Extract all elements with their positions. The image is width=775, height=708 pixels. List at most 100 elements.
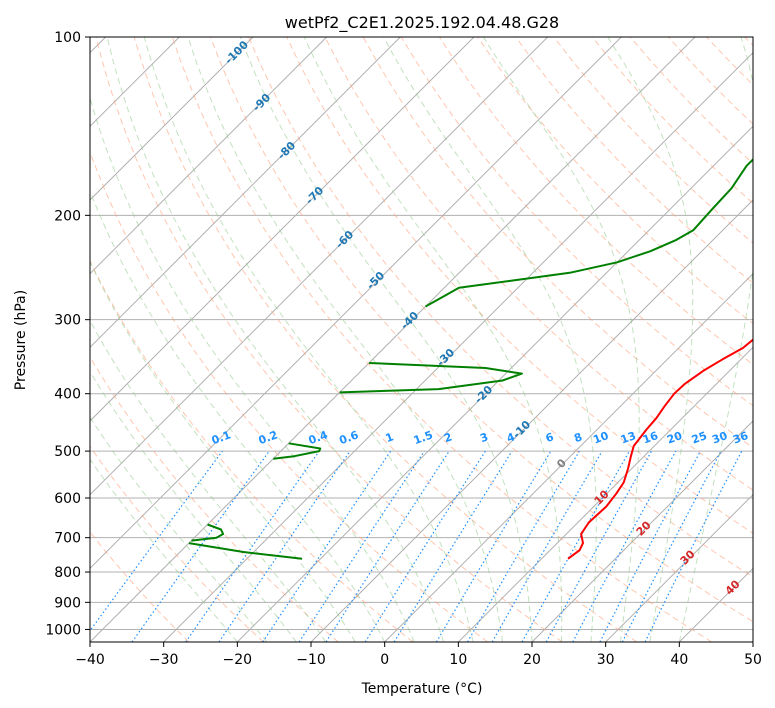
isotherm-line — [90, 37, 549, 496]
x-tick-label: −10 — [296, 652, 326, 668]
y-tick-label: 200 — [54, 208, 81, 224]
mixing-ratio-label: 10 — [591, 429, 610, 447]
x-tick-label: 0 — [380, 652, 389, 668]
y-tick-label: 500 — [54, 444, 81, 460]
mixing-ratio-label: 36 — [731, 429, 750, 447]
y-tick-label: 700 — [54, 531, 81, 547]
dry-adiabat — [90, 259, 414, 642]
isotherm-line — [90, 37, 401, 349]
x-tick-label: −40 — [75, 652, 105, 668]
dry-adiabat — [90, 356, 339, 642]
y-tick-label: 300 — [54, 313, 81, 329]
mixing-ratio-line — [325, 450, 450, 642]
y-tick-label: 100 — [54, 30, 81, 46]
mixing-ratio-label: 13 — [619, 429, 638, 446]
mixing-ratio-line — [298, 450, 425, 642]
moist-adiabat — [90, 189, 386, 642]
dry-adiabat — [133, 37, 638, 642]
mixing-ratio-label: 20 — [665, 429, 684, 447]
mixing-ratio-label: 16 — [641, 429, 660, 447]
mixing-ratio-label: 2 — [442, 430, 454, 445]
y-tick-label: 800 — [54, 565, 81, 581]
moist-adiabat — [90, 260, 356, 642]
x-tick-label: 20 — [523, 652, 541, 668]
moist-adiabat — [303, 37, 563, 642]
moist-adiabat — [106, 37, 445, 642]
dry-adiabat — [515, 37, 753, 284]
dry-adiabat — [210, 37, 753, 623]
isotherm-line — [90, 37, 475, 422]
mixing-ratio-line — [644, 450, 743, 642]
moist-adiabat — [90, 458, 238, 642]
mixing-ratio-label: 0.6 — [338, 428, 361, 447]
isotherm-line — [90, 37, 328, 275]
mixing-ratio-label: 3 — [478, 430, 490, 445]
mixing-ratio-label: 25 — [690, 429, 709, 446]
mixing-ratio-line — [218, 450, 351, 642]
moist-adiabat — [239, 37, 533, 642]
moist-adiabat — [678, 37, 753, 642]
mixing-ratio-labels: 0.1 0.2 0.4 0.6 1 1.5 2 3 4 6 8 10 13 16 20 25 30 36 — [210, 428, 751, 447]
dewpoint-profile — [191, 523, 225, 542]
x-tick-label: −30 — [149, 652, 179, 668]
mixing-ratio-line — [393, 450, 513, 642]
dry-adiabat — [95, 37, 563, 642]
dewpoint-profile — [339, 362, 523, 394]
y-axis: 100 200 300 400 500 600 700 800 900 1000 — [45, 30, 90, 638]
y-tick-label: 400 — [54, 387, 81, 403]
mixing-ratio-label: 1.5 — [412, 428, 435, 447]
background-lines — [90, 37, 753, 642]
x-tick-label: −20 — [223, 652, 253, 668]
isotherm-line — [384, 272, 753, 642]
mixing-ratio-label: 1 — [384, 430, 396, 445]
dry-adiabat — [248, 37, 753, 578]
mixing-ratio-line — [262, 450, 392, 642]
dewpoint-profile — [425, 158, 753, 308]
dry-adiabat — [324, 37, 753, 491]
isotherm-line — [236, 125, 753, 642]
x-tick-label: 30 — [597, 652, 615, 668]
moist-adiabat — [143, 37, 474, 642]
x-tick-label: 40 — [670, 652, 688, 668]
dry-adiabat — [286, 37, 753, 534]
isotherm-line — [605, 493, 753, 642]
moist-adiabat — [90, 370, 297, 642]
mixing-ratio-label: 0.2 — [257, 428, 280, 447]
dry-adiabat — [90, 445, 264, 642]
mixing-ratio-line — [131, 450, 270, 642]
mixing-ratio-label: 4 — [505, 430, 517, 445]
x-tick-label: 50 — [744, 652, 762, 668]
mixing-ratio-line — [185, 450, 320, 642]
dewpoint-profile — [273, 442, 322, 460]
y-axis-title: Pressure (hPa) — [13, 290, 29, 390]
profiles — [188, 158, 753, 560]
temperature-profile — [567, 338, 753, 560]
mixing-ratio-line — [572, 450, 677, 642]
x-tick-label: 10 — [449, 652, 467, 668]
y-tick-label: 600 — [54, 491, 81, 507]
mixing-ratio-line — [90, 450, 223, 632]
dewpoint-profile — [188, 542, 303, 560]
moist-adiabat — [482, 37, 640, 642]
mixing-ratio-label: 8 — [572, 430, 584, 445]
moist-adiabat — [90, 319, 327, 642]
dry-adiabat — [171, 37, 712, 642]
mixing-ratio-lines — [90, 450, 743, 642]
mixing-ratio-label: 0.1 — [210, 428, 233, 447]
mixing-ratio-label: 6 — [544, 430, 556, 445]
chart-title: wetPf2_C2E1.2025.192.04.48.G28 — [285, 13, 559, 33]
isotherm-line — [531, 420, 753, 642]
y-tick-label: 1000 — [45, 622, 81, 638]
y-tick-label: 900 — [54, 595, 81, 611]
isotherm-line — [90, 37, 696, 642]
isotherm-line — [90, 37, 622, 570]
x-axis: −40 −30 −20 −10 0 10 20 30 40 50 — [75, 642, 762, 668]
mixing-ratio-line — [545, 450, 653, 642]
plot-frame — [89, 36, 754, 643]
mixing-ratio-line — [521, 450, 631, 642]
moist-adiabat — [607, 37, 694, 642]
mixing-ratio-label: 30 — [710, 429, 729, 447]
x-axis-title: Temperature (°C) — [361, 681, 483, 697]
